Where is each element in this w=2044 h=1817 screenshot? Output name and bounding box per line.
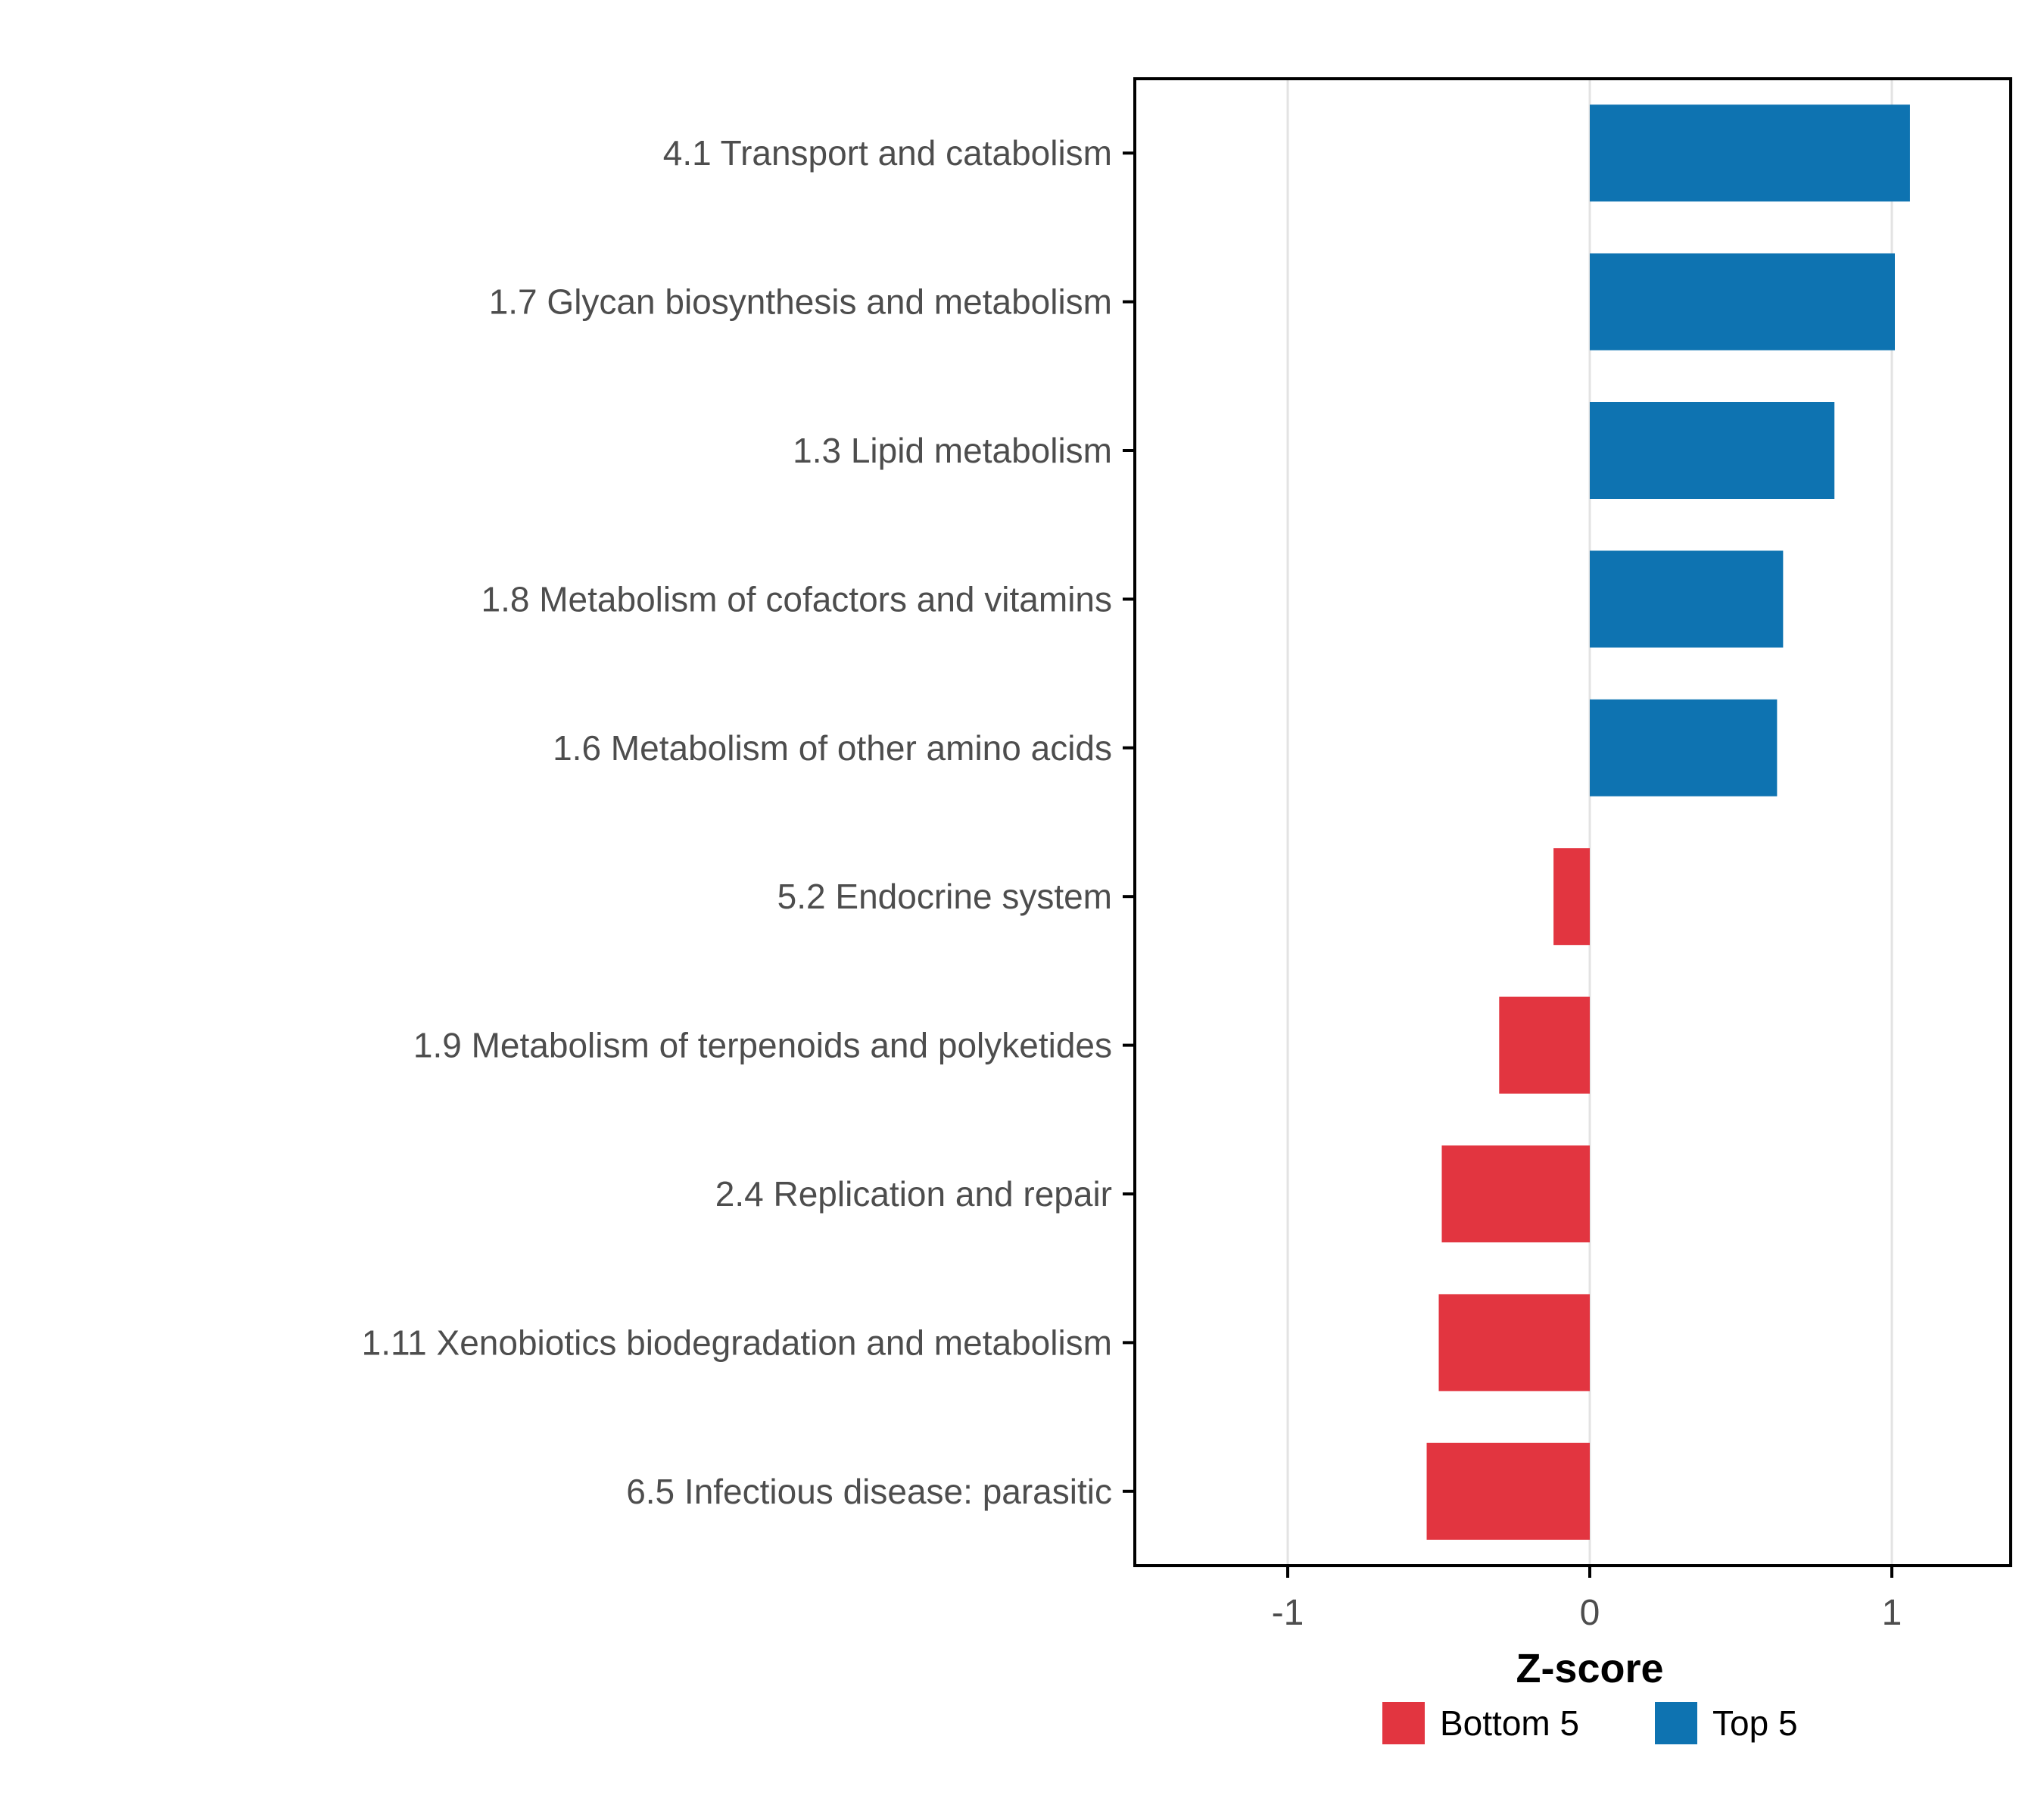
y-axis-label: 1.3 Lipid metabolism [793, 431, 1112, 470]
x-tick-label: 1 [1882, 1593, 1902, 1633]
y-axis-label: 1.9 Metabolism of terpenoids and polyket… [413, 1026, 1112, 1065]
y-axis-label: 1.8 Metabolism of cofactors and vitamins [481, 579, 1112, 619]
bar [1426, 1442, 1590, 1540]
legend-swatch [1655, 1702, 1697, 1744]
bar [1590, 253, 1895, 351]
bar [1499, 996, 1590, 1094]
legend-label: Top 5 [1712, 1703, 1798, 1743]
y-axis-label: 5.2 Endocrine system [777, 877, 1112, 916]
y-axis-label: 2.4 Replication and repair [715, 1174, 1112, 1214]
x-tick-label: 0 [1580, 1593, 1600, 1633]
bar [1590, 699, 1778, 796]
bar [1553, 848, 1590, 946]
bar [1590, 550, 1784, 648]
x-tick-label: -1 [1272, 1593, 1304, 1633]
y-axis-label: 4.1 Transport and catabolism [663, 133, 1112, 173]
y-axis-label: 6.5 Infectious disease: parasitic [626, 1472, 1112, 1511]
x-axis-title: Z-score [1516, 1646, 1663, 1691]
y-axis-label: 1.6 Metabolism of other amino acids [553, 728, 1112, 768]
bar [1441, 1145, 1590, 1242]
panel-border [1133, 77, 2012, 1567]
y-axis-label: 1.7 Glycan biosynthesis and metabolism [489, 282, 1112, 322]
bar [1590, 402, 1835, 499]
legend-swatch [1382, 1702, 1425, 1744]
bar [1438, 1294, 1590, 1392]
bar [1590, 104, 1910, 202]
legend-label: Bottom 5 [1440, 1703, 1579, 1743]
y-axis-label: 1.11 Xenobiotics biodegradation and meta… [362, 1323, 1112, 1362]
